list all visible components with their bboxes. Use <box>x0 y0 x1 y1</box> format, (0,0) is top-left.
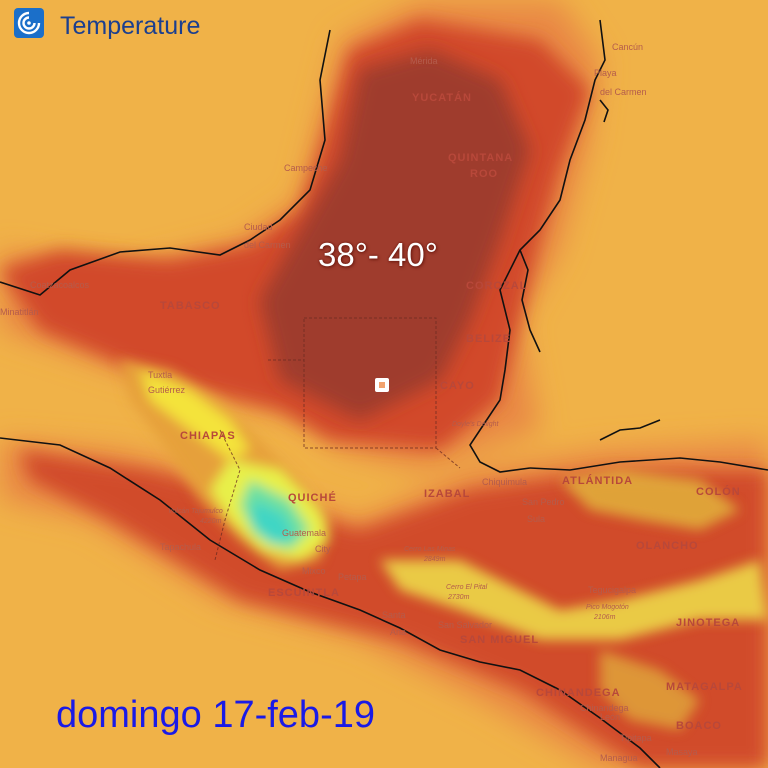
spiral-logo-icon <box>14 8 44 38</box>
location-marker-icon[interactable] <box>375 378 389 392</box>
city-label: Sula <box>527 514 546 524</box>
region-label-chinandega: CHINANDEGA <box>536 687 621 699</box>
peak-label: 4220m <box>200 518 222 525</box>
region-label-chiapas: CHIAPAS <box>180 430 236 442</box>
city-label: Masaya <box>666 747 698 757</box>
city-label: León <box>600 712 621 722</box>
city-label: Chiquimula <box>482 477 528 487</box>
region-label-escuintla: ESCUINTLA <box>268 587 340 599</box>
city-label: Mixco <box>302 566 326 576</box>
region-label-cayo: CAYO <box>440 380 475 392</box>
region-label-matagalpa: MATAGALPA <box>666 681 743 693</box>
region-label-atlantida: ATLÁNTIDA <box>562 475 634 487</box>
city-label: Tegucigalpa <box>588 585 637 595</box>
city-label: Minatitlán <box>0 307 39 317</box>
cool-highlands <box>120 360 768 730</box>
date-label: domingo 17-feb-19 <box>56 694 375 736</box>
app-title: Temperature <box>60 12 201 40</box>
coastlines <box>0 19 768 768</box>
hot-core <box>260 50 530 420</box>
city-label: City <box>315 544 331 554</box>
region-label-roo: ROO <box>470 168 499 180</box>
peak-label: Pico Mogotón <box>586 604 629 611</box>
peak-label: Cerro Las Minas <box>404 546 456 553</box>
city-label: Petapa <box>338 572 367 582</box>
region-label-jinotega: JINOTEGA <box>676 617 741 629</box>
region-label-izabal: IZABAL <box>424 488 471 500</box>
borders <box>214 317 461 561</box>
city-label: Ciudad <box>244 222 273 232</box>
city-label: Mérida <box>410 56 438 66</box>
peak-label: Doyle's Delight <box>452 421 499 428</box>
city-label: Managua <box>600 753 638 763</box>
city-label: Gutiérrez <box>148 385 186 395</box>
peak-label: Volcán Tajumulco <box>168 508 223 515</box>
city-label: Campeche <box>284 163 328 173</box>
region-label-tabasco: TABASCO <box>160 300 221 312</box>
city-label: Tipitapa <box>620 733 652 743</box>
city-label: Tuxtla <box>148 370 173 380</box>
city-label: Guatemala <box>282 528 327 538</box>
temperature-range-label: 38°- 40° <box>318 236 438 273</box>
city-label: del Carmen <box>600 87 647 97</box>
region-label-belize: BELIZE <box>466 333 512 345</box>
peak-label: 2106m <box>594 614 616 621</box>
city-label: Cancún <box>612 42 644 52</box>
region-label-corozal: COROZAL <box>466 280 528 292</box>
city-label: San Salvador <box>438 620 493 630</box>
city-label: Santa <box>382 610 406 620</box>
city-label: Tapachula <box>160 542 202 552</box>
peak-label: 2849m <box>424 556 446 563</box>
region-label-boaco: BOACO <box>676 720 722 732</box>
peak-label: Cerro El Pital <box>446 584 488 591</box>
city-label: Ana <box>390 627 407 637</box>
city-label: Coatzacoalcos <box>30 280 90 290</box>
peak-label: 2730m <box>448 594 470 601</box>
region-label-yucatan: YUCATÁN <box>412 92 472 104</box>
city-label: San Pedro <box>522 497 565 507</box>
region-label-colon: COLÓN <box>696 486 741 498</box>
city-label: Playa <box>594 68 617 78</box>
region-label-quintana: QUINTANA <box>448 152 514 164</box>
city-label: del Carmen <box>244 240 291 250</box>
region-label-quiche: QUICHÉ <box>288 492 337 504</box>
city-label: Chinandega <box>580 703 629 713</box>
region-label-san-miguel: SAN MIGUEL <box>460 634 540 646</box>
region-label-olancho: OLANCHO <box>636 540 699 552</box>
